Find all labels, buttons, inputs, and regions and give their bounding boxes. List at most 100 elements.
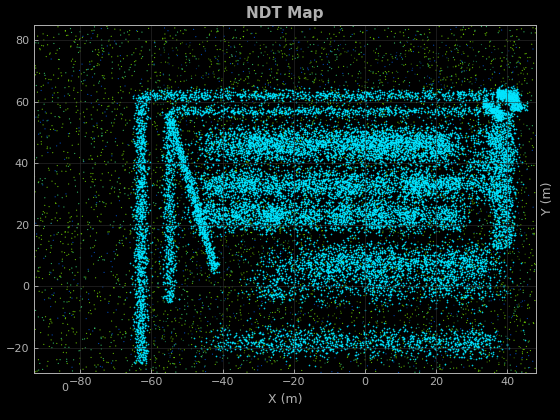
- Point: [322, 176, 331, 183]
- Point: [360, 218, 369, 224]
- Point: [192, 33, 200, 40]
- Point: [493, 165, 502, 172]
- Point: [199, 216, 208, 223]
- Point: [449, 168, 458, 175]
- Point: [425, 189, 434, 196]
- Point: [480, 301, 489, 308]
- Point: [231, 252, 240, 258]
- Point: [100, 367, 109, 373]
- Point: [186, 189, 195, 196]
- Point: [134, 183, 143, 190]
- Point: [316, 140, 325, 147]
- Point: [241, 87, 250, 94]
- Point: [276, 131, 285, 137]
- Point: [68, 218, 77, 225]
- Point: [377, 105, 386, 112]
- Point: [162, 152, 171, 159]
- Point: [264, 184, 273, 191]
- Point: [265, 113, 274, 120]
- Point: [46, 220, 55, 227]
- Point: [208, 252, 217, 259]
- Point: [276, 227, 285, 234]
- Point: [226, 95, 235, 102]
- Point: [388, 207, 397, 213]
- Point: [237, 178, 246, 185]
- Point: [209, 202, 218, 209]
- Point: [400, 143, 409, 150]
- Point: [428, 333, 437, 339]
- Point: [402, 260, 411, 267]
- Point: [474, 331, 483, 337]
- Point: [358, 221, 367, 228]
- Point: [352, 172, 361, 179]
- Point: [133, 342, 142, 349]
- Point: [477, 273, 486, 280]
- Point: [339, 279, 348, 286]
- Point: [255, 344, 264, 351]
- Point: [256, 150, 265, 157]
- Point: [134, 127, 143, 134]
- Point: [139, 106, 148, 113]
- Point: [500, 89, 508, 96]
- Point: [503, 159, 512, 166]
- Point: [166, 307, 175, 314]
- Point: [398, 139, 407, 146]
- Point: [306, 152, 315, 159]
- Point: [417, 89, 426, 96]
- Point: [404, 256, 413, 263]
- Point: [136, 215, 145, 222]
- Point: [199, 223, 208, 229]
- Point: [474, 89, 483, 95]
- Point: [453, 89, 462, 96]
- Point: [199, 86, 208, 92]
- Point: [318, 143, 327, 150]
- Point: [110, 37, 119, 44]
- Point: [323, 337, 332, 344]
- Point: [139, 235, 148, 242]
- Point: [217, 172, 226, 179]
- Point: [319, 105, 328, 111]
- Point: [203, 92, 212, 98]
- Point: [333, 280, 342, 286]
- Point: [54, 203, 63, 210]
- Point: [164, 254, 172, 261]
- Point: [333, 137, 342, 144]
- Point: [277, 210, 286, 217]
- Point: [511, 105, 520, 112]
- Point: [221, 140, 230, 147]
- Point: [222, 194, 231, 201]
- Point: [432, 351, 441, 357]
- Point: [204, 151, 213, 158]
- Point: [385, 134, 394, 140]
- Point: [267, 109, 276, 116]
- Point: [216, 131, 225, 137]
- Point: [333, 146, 342, 153]
- Point: [121, 297, 130, 304]
- Point: [362, 155, 371, 161]
- Point: [315, 315, 324, 322]
- Point: [421, 338, 430, 344]
- Point: [399, 201, 408, 207]
- Point: [410, 369, 419, 375]
- Point: [444, 207, 452, 214]
- Point: [424, 157, 433, 164]
- Point: [462, 319, 471, 326]
- Point: [358, 145, 367, 152]
- Point: [138, 181, 147, 187]
- Point: [306, 146, 315, 152]
- Point: [278, 153, 287, 160]
- Point: [370, 207, 379, 214]
- Point: [240, 349, 249, 356]
- Point: [256, 159, 265, 166]
- Point: [134, 254, 143, 260]
- Point: [57, 72, 66, 79]
- Point: [228, 108, 237, 114]
- Point: [250, 90, 259, 97]
- Point: [500, 268, 508, 275]
- Point: [139, 174, 148, 181]
- Point: [399, 150, 408, 157]
- Point: [367, 202, 376, 209]
- Point: [166, 296, 175, 302]
- Point: [314, 182, 323, 189]
- Point: [162, 279, 171, 286]
